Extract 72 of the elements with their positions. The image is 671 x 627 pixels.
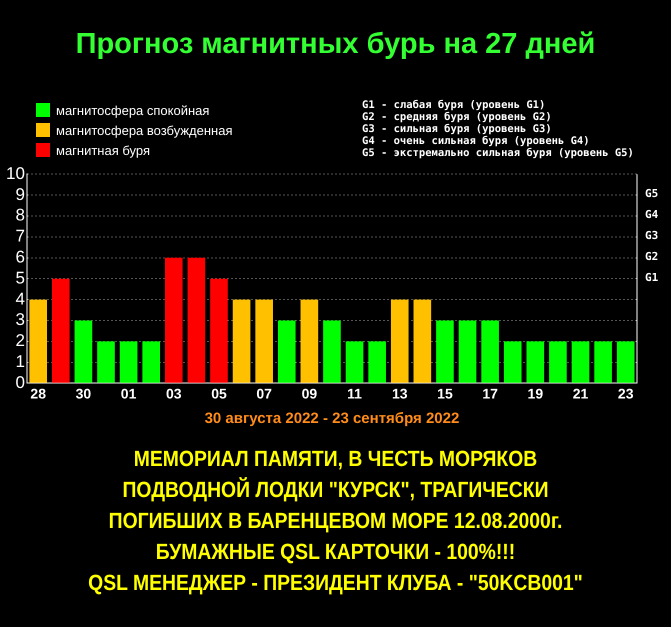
x-tick-label: 23	[618, 385, 634, 402]
bar	[232, 300, 250, 383]
bar	[346, 341, 364, 383]
bar	[414, 300, 432, 383]
bar	[255, 300, 273, 383]
text: G2 - средняя буря (уровень G2)	[362, 111, 553, 123]
bar	[164, 258, 183, 383]
chart-title: Прогноз магнитных бурь на 27 дней	[74, 28, 596, 61]
x-tick-label: 05	[211, 385, 227, 402]
bar	[120, 341, 138, 383]
x-tick-label: 30	[76, 385, 92, 402]
bar	[97, 341, 115, 383]
text: G5 - экстремально сильная буря (уровень G5)	[362, 147, 634, 159]
x-tick-label: 28	[30, 385, 46, 402]
x-tick-label: 19	[528, 385, 544, 402]
text: QSL МЕНЕДЖЕР - ПРЕЗИДЕНТ КЛУБА - "50KCB001"	[87, 569, 584, 597]
bar	[188, 258, 206, 383]
bar	[390, 300, 409, 383]
bar	[278, 320, 296, 383]
y-tick-label: 0	[15, 372, 25, 392]
text: G2	[645, 248, 658, 265]
bar	[572, 341, 590, 383]
text: G1 - слабая буря (уровень G1)	[362, 99, 546, 111]
bar	[142, 341, 160, 383]
y-tick-label: 10	[6, 164, 25, 183]
text: G3	[645, 228, 658, 244]
x-tick-label: 11	[347, 385, 362, 402]
text: G5	[645, 186, 658, 202]
legend-label: магнитосфера спокойная	[56, 102, 210, 118]
x-tick-label: 09	[302, 385, 318, 402]
legend-label: магнитная буря	[56, 142, 150, 158]
bar	[300, 300, 318, 383]
x-tick-label: 15	[437, 385, 453, 402]
text: G1	[645, 270, 658, 286]
y-tick-label: 5	[15, 268, 25, 288]
text: МЕМОРИАЛ ПАМЯТИ, В ЧЕСТЬ МОРЯКОВ	[132, 445, 538, 473]
y-tick-label: 8	[15, 206, 25, 225]
y-tick-label: 1	[15, 352, 25, 371]
x-tick-label: 17	[482, 385, 498, 402]
bar	[74, 320, 92, 383]
bar	[458, 320, 476, 383]
bar	[504, 341, 522, 383]
y-tick-label: 4	[15, 289, 25, 308]
bar	[526, 341, 544, 383]
legend-label: магнитосфера возбужденная	[56, 122, 232, 138]
text: G3 - сильная буря (уровень G3)	[362, 123, 553, 135]
bar	[436, 320, 454, 383]
bar	[481, 320, 499, 383]
x-tick-label: 03	[166, 385, 182, 402]
bar	[323, 320, 341, 383]
y-tick-label: 9	[15, 184, 25, 204]
text: ПОГИБШИХ В БАРЕНЦЕВОМ МОРЕ 12.08.2000г.	[108, 507, 564, 535]
bar	[616, 341, 635, 383]
bar	[549, 341, 567, 383]
text: БУМАЖНЫЕ QSL КАРТОЧКИ - 100%!!!	[154, 538, 516, 566]
x-tick-label: 21	[572, 385, 589, 402]
y-tick-label: 2	[15, 331, 25, 350]
text: G4	[645, 206, 658, 223]
y-tick-label: 3	[15, 310, 25, 330]
y-tick-label: 7	[15, 226, 25, 246]
x-tick-label: 13	[392, 385, 408, 402]
text: ПОДВОДНОЙ ЛОДКИ "КУРСК", ТРАГИЧЕСКИ	[121, 476, 550, 504]
x-tick-label: 01	[120, 385, 137, 402]
text: G4 - очень сильная буря (уровень G4)	[362, 135, 591, 147]
y-tick-label: 6	[15, 247, 25, 266]
x-tick-label: 07	[256, 385, 272, 402]
bar	[210, 278, 228, 383]
bar	[52, 278, 70, 383]
bar	[594, 341, 612, 383]
bar	[29, 300, 48, 383]
bar	[368, 341, 386, 383]
x-axis-title: 30 августа 2022 - 23 сентября 2022	[204, 410, 460, 428]
